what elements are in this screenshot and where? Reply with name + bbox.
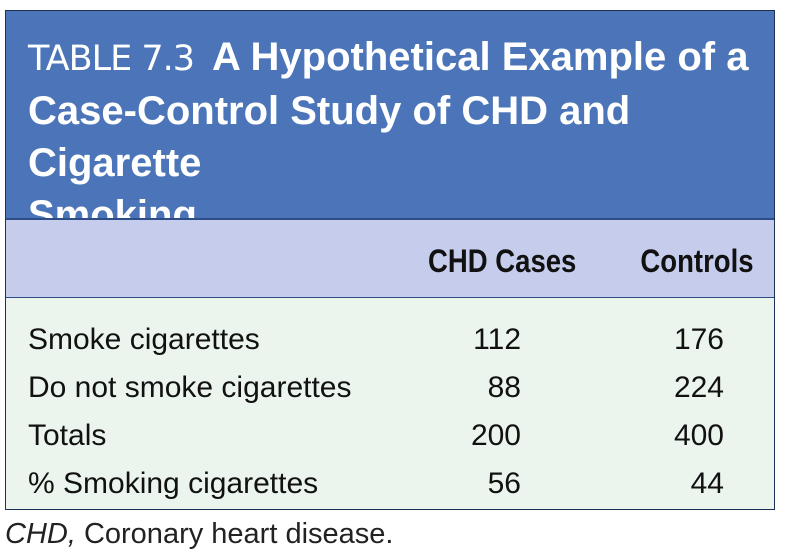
chd-cases-value: 56 [487, 467, 521, 500]
table-footnote: CHD, Coronary heart disease. [5, 518, 393, 551]
row-label: Do not smoke cigarettes [28, 371, 352, 404]
table-title: TABLE 7.3 A Hypothetical Example of a Cas… [6, 11, 774, 237]
table-row: Do not smoke cigarettes 88 224 [6, 364, 774, 412]
table-title-line-1: TABLE 7.3 A Hypothetical Example of a [28, 31, 752, 85]
column-header-row: CHD Cases Controls [6, 218, 774, 298]
data-table: TABLE 7.3 A Hypothetical Example of a Cas… [5, 10, 775, 510]
row-label: Smoke cigarettes [28, 323, 260, 356]
footnote-abbreviation: CHD, [5, 518, 76, 550]
table-row: % Smoking cigarettes 56 44 [6, 460, 774, 508]
table-number-label: TABLE 7.3 [28, 39, 195, 79]
row-label: % Smoking cigarettes [28, 467, 319, 500]
row-label: Totals [28, 419, 107, 452]
table-title-line-2: Case-Control Study of CHD and Cigarette [28, 89, 631, 185]
controls-value: 400 [673, 419, 724, 452]
controls-value: 44 [690, 467, 724, 500]
table-row: Smoke cigarettes 112 176 [6, 316, 774, 364]
footnote-expansion: Coronary heart disease. [83, 518, 394, 550]
chd-cases-value: 88 [487, 371, 521, 404]
controls-value: 224 [673, 371, 724, 404]
column-header-chd-cases: CHD Cases [428, 243, 577, 279]
chd-cases-value: 200 [470, 419, 521, 452]
chd-cases-value: 112 [473, 323, 521, 356]
table-title-text-1: A Hypothetical Example of a [212, 35, 749, 79]
table-body: Smoke cigarettes 112 176 Do not smoke ci… [6, 298, 774, 509]
table-row: Totals 200 400 [6, 412, 774, 460]
column-header-controls: Controls [640, 243, 754, 279]
controls-value: 176 [673, 323, 724, 356]
